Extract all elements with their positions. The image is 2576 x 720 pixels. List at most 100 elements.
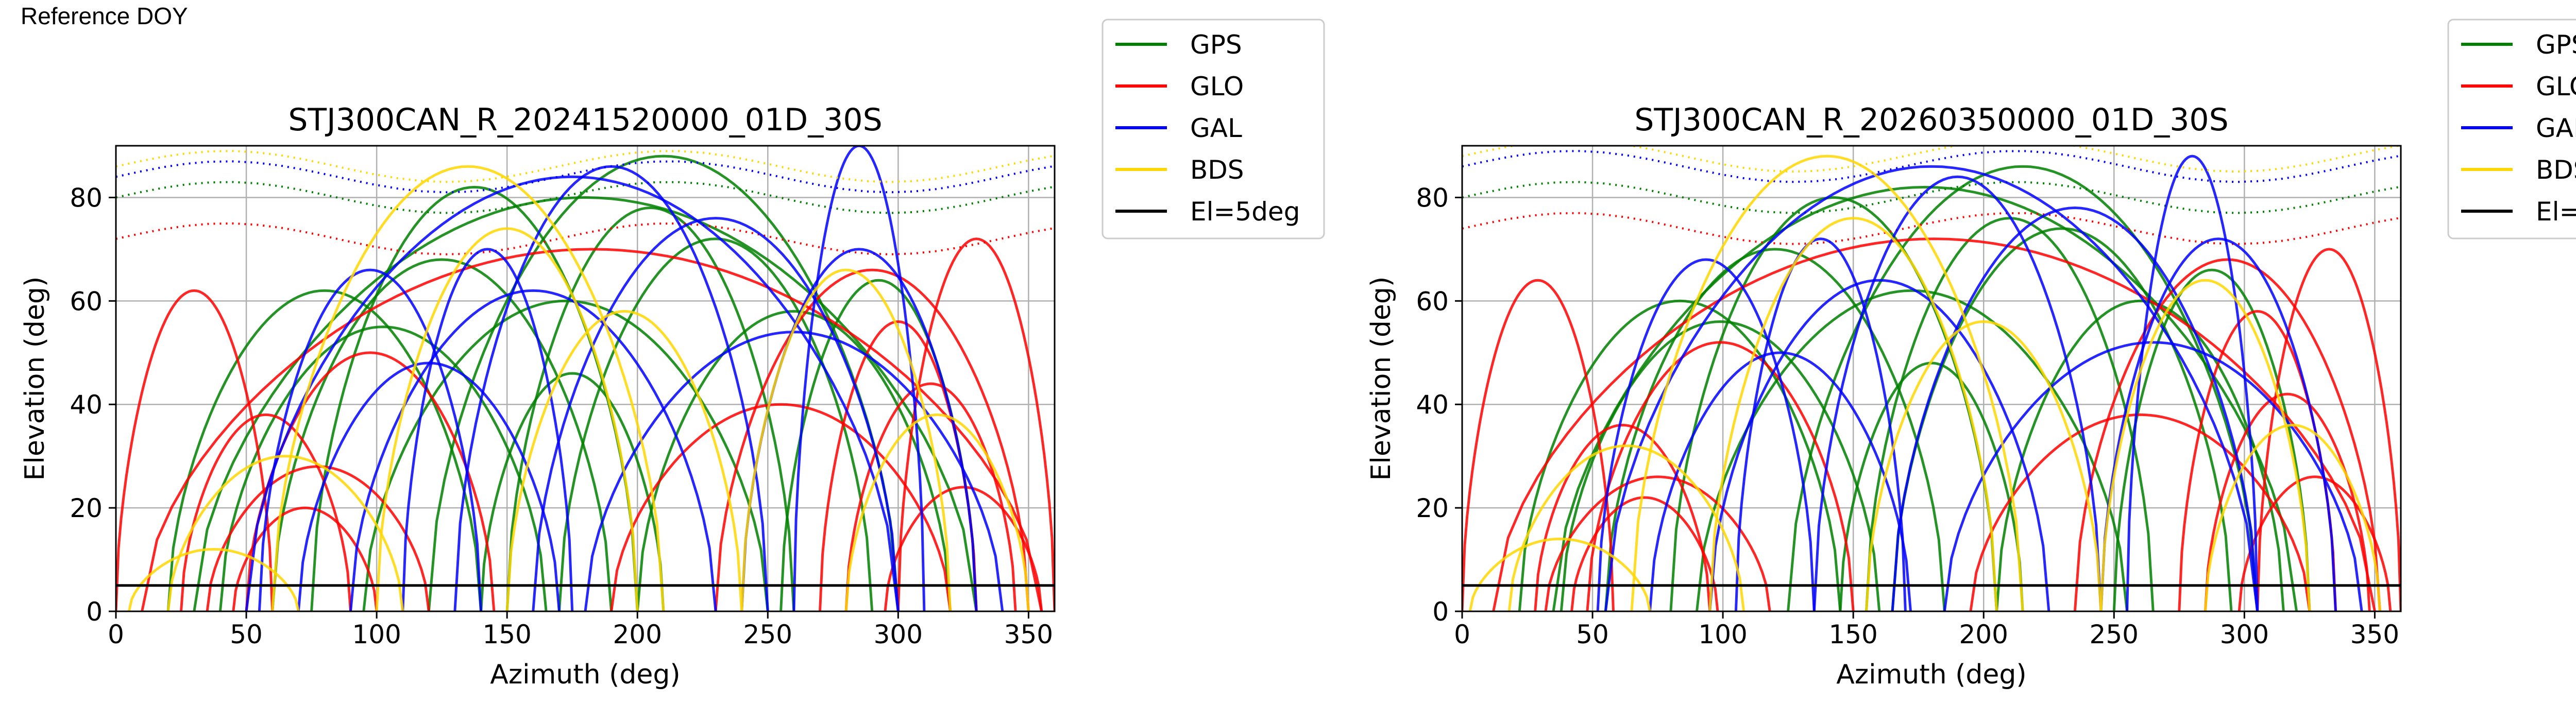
x-tick-label: 200 — [1959, 620, 2008, 649]
satellite-arc — [297, 362, 561, 611]
legend: GPS GLO GAL BDS El=5deg — [2447, 19, 2576, 239]
near-zenith-track — [1462, 181, 2401, 214]
satellite-arc — [1995, 299, 2285, 611]
y-tick-label: 20 — [1416, 493, 1449, 523]
satellite-arc — [1468, 537, 1651, 611]
satellite-arc — [116, 289, 274, 611]
satellite-arc — [349, 289, 717, 611]
satellite-arc — [792, 146, 926, 611]
satellite-arc — [1604, 248, 1946, 611]
y-tick-label: 80 — [1416, 183, 1449, 213]
satellite-arc — [245, 175, 900, 611]
chart-panel-right: 0 50 100 150 200 250 300 350 0 20 40 60 80 STJ300CAN_… — [1366, 19, 2576, 690]
y-tick-label: 0 — [1432, 597, 1449, 627]
legend-entry: GLO — [2536, 72, 2576, 101]
series-bds — [116, 150, 1055, 611]
near-zenith-track — [116, 150, 1055, 183]
x-tick-label: 200 — [613, 620, 662, 649]
legend-entry: BDS — [1190, 155, 1244, 185]
x-tick-label: 50 — [230, 620, 263, 649]
legend-entry: El=5deg — [2536, 197, 2576, 227]
satellite-arc — [1560, 320, 1881, 611]
x-tick-label: 150 — [482, 620, 531, 649]
x-tick-label: 50 — [1576, 620, 1609, 649]
plot-area — [1462, 146, 2401, 611]
satellite-arc — [2073, 258, 2381, 611]
x-tick-label: 250 — [2090, 620, 2139, 649]
x-tick-label: 350 — [1004, 620, 1053, 649]
satellite-arc — [480, 372, 665, 611]
satellite-arc — [2099, 279, 2311, 611]
near-zenith-track — [1462, 150, 2401, 183]
satellite-arc — [271, 165, 665, 611]
satellite-arc — [2112, 268, 2311, 611]
satellite-arc — [258, 268, 483, 611]
satellite-arc — [1570, 496, 1719, 611]
satellite-arc — [180, 413, 352, 611]
satellite-arc — [1507, 444, 1745, 611]
satellite-arc — [1696, 289, 2129, 611]
legend-entry: GPS — [2536, 30, 2576, 60]
chart-panel-left: 0 50 100 150 200 250 300 350 0 20 40 60 80 STJ300CAN_… — [20, 19, 1325, 690]
satellite-arc — [1462, 279, 1615, 611]
y-tick-label: 60 — [1416, 286, 1449, 316]
satellite-arc — [505, 310, 743, 611]
near-zenith-track — [1462, 212, 2401, 245]
satellite-arc — [1708, 279, 2050, 611]
y-axis-label: Elevation (deg) — [1366, 277, 1397, 481]
x-tick-label: 0 — [108, 620, 124, 649]
near-zenith-track — [116, 160, 1055, 194]
satellite-arc — [532, 217, 900, 611]
satellite-arc — [844, 413, 1030, 611]
near-zenith-track — [116, 181, 1055, 214]
y-axis-label: Elevation (deg) — [20, 277, 50, 481]
satellite-arc — [896, 237, 1055, 611]
legend-entry: BDS — [2536, 155, 2576, 185]
satellite-arc — [1544, 475, 1771, 611]
satellite-arc — [375, 227, 639, 611]
y-tick-label: 40 — [70, 390, 103, 420]
satellite-arc — [1596, 258, 1816, 611]
x-tick-label: 300 — [2220, 620, 2269, 649]
satellite-arc — [610, 403, 952, 611]
plot-area — [116, 146, 1055, 611]
satellite-arc — [2256, 248, 2401, 611]
satellite-arc — [1708, 217, 1998, 611]
satellite-arc — [1812, 175, 2103, 611]
satellite-arc — [2204, 392, 2371, 611]
satellite-arc — [141, 248, 1043, 611]
satellite-arc — [1648, 351, 1912, 611]
legend-entry: GLO — [1190, 72, 1244, 101]
satellite-arc — [1943, 341, 2363, 611]
y-tick-label: 40 — [1416, 390, 1449, 420]
chart-title: STJ300CAN_R_20241520000_01D_30S — [288, 102, 882, 138]
x-axis-label: Azimuth (deg) — [1836, 659, 2026, 690]
satellite-arc — [1586, 341, 1855, 611]
legend-box — [1101, 19, 1325, 239]
series-glo — [1462, 212, 2401, 611]
satellite-arc — [1630, 155, 2024, 611]
legend-entry: GAL — [2536, 113, 2576, 143]
satellite-arc — [1534, 423, 1711, 611]
axes-frame — [115, 145, 1056, 612]
satellite-arc — [166, 455, 404, 611]
satellite-arc — [740, 268, 952, 611]
page-title: Reference DOY — [21, 3, 188, 29]
legend-entry: El=5deg — [1190, 197, 1300, 227]
satellite-arc — [362, 299, 769, 611]
y-tick-label: 20 — [70, 493, 103, 523]
legend-entry: GAL — [1190, 113, 1242, 143]
satellite-arc — [1787, 165, 2259, 611]
satellite-arc — [1492, 237, 2376, 611]
satellite-arc — [714, 268, 1030, 611]
x-tick-label: 0 — [1454, 620, 1470, 649]
satellite-arc — [232, 506, 378, 611]
series-bds — [1462, 146, 2401, 611]
x-tick-label: 350 — [2350, 620, 2399, 649]
satellite-arc — [2099, 237, 2337, 611]
x-axis-label: Azimuth (deg) — [490, 659, 680, 690]
satellite-arc — [1734, 237, 1907, 611]
satellite-arc — [557, 237, 874, 611]
satellite-arc — [127, 547, 300, 611]
y-tick-label: 80 — [70, 183, 103, 213]
